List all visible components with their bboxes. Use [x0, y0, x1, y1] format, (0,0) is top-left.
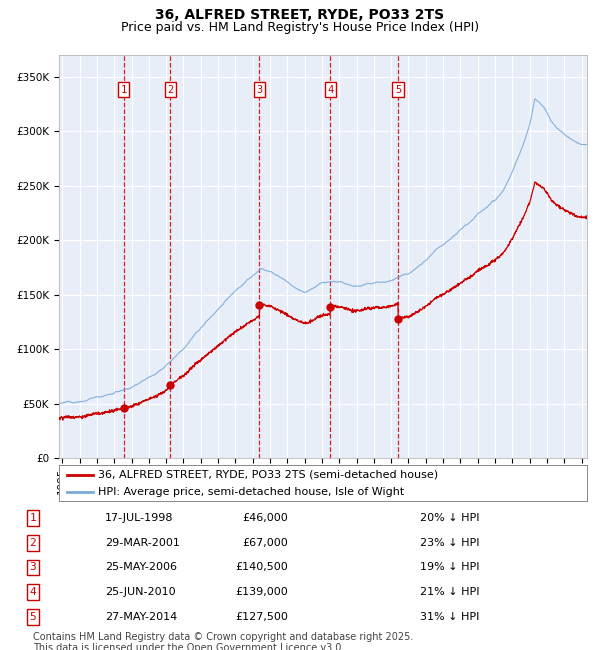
Text: 25-JUN-2010: 25-JUN-2010: [105, 587, 176, 597]
Text: 3: 3: [256, 84, 263, 94]
Text: 36, ALFRED STREET, RYDE, PO33 2TS: 36, ALFRED STREET, RYDE, PO33 2TS: [155, 8, 445, 23]
Text: 5: 5: [395, 84, 401, 94]
Text: £67,000: £67,000: [242, 538, 288, 548]
Text: 2: 2: [29, 538, 37, 548]
Text: 27-MAY-2014: 27-MAY-2014: [105, 612, 177, 622]
Text: 20% ↓ HPI: 20% ↓ HPI: [420, 513, 479, 523]
Text: 23% ↓ HPI: 23% ↓ HPI: [420, 538, 479, 548]
Text: Contains HM Land Registry data © Crown copyright and database right 2025.
This d: Contains HM Land Registry data © Crown c…: [33, 632, 413, 650]
Text: £140,500: £140,500: [235, 562, 288, 573]
Text: 17-JUL-1998: 17-JUL-1998: [105, 513, 173, 523]
Text: HPI: Average price, semi-detached house, Isle of Wight: HPI: Average price, semi-detached house,…: [98, 487, 404, 497]
Text: £139,000: £139,000: [235, 587, 288, 597]
Text: 31% ↓ HPI: 31% ↓ HPI: [420, 612, 479, 622]
Text: 1: 1: [29, 513, 37, 523]
Text: £127,500: £127,500: [235, 612, 288, 622]
Text: 2: 2: [167, 84, 173, 94]
Text: 21% ↓ HPI: 21% ↓ HPI: [420, 587, 479, 597]
Text: 36, ALFRED STREET, RYDE, PO33 2TS (semi-detached house): 36, ALFRED STREET, RYDE, PO33 2TS (semi-…: [98, 470, 439, 480]
Text: 5: 5: [29, 612, 37, 622]
Text: £46,000: £46,000: [242, 513, 288, 523]
Text: 1: 1: [121, 84, 127, 94]
Text: 19% ↓ HPI: 19% ↓ HPI: [420, 562, 479, 573]
Text: 3: 3: [29, 562, 37, 573]
Text: 4: 4: [29, 587, 37, 597]
Text: 25-MAY-2006: 25-MAY-2006: [105, 562, 177, 573]
Text: 4: 4: [327, 84, 334, 94]
Text: Price paid vs. HM Land Registry's House Price Index (HPI): Price paid vs. HM Land Registry's House …: [121, 21, 479, 34]
Text: 29-MAR-2001: 29-MAR-2001: [105, 538, 180, 548]
